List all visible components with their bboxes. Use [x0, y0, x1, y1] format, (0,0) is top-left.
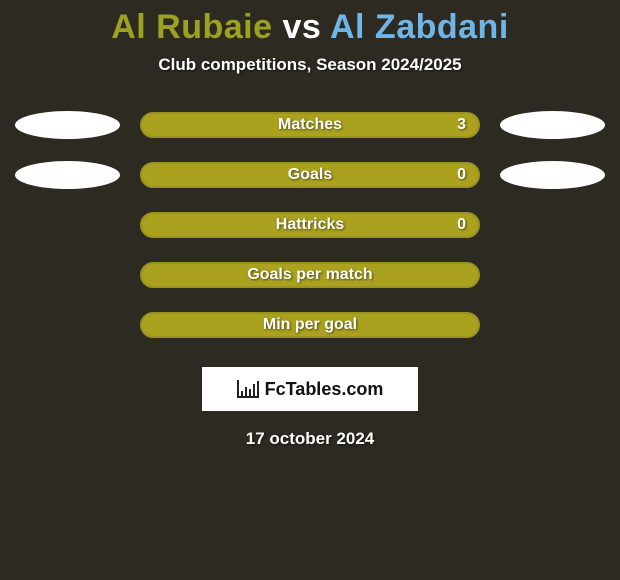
stat-row: Hattricks 0	[0, 211, 620, 239]
subtitle: Club competitions, Season 2024/2025	[0, 55, 620, 75]
stat-row: Min per goal	[0, 311, 620, 339]
ellipse-spacer	[500, 311, 605, 339]
page-title: Al Rubaie vs Al Zabdani	[0, 0, 620, 47]
stat-bar: Matches 3	[140, 112, 480, 138]
left-ellipse	[15, 111, 120, 139]
right-ellipse	[500, 161, 605, 189]
stat-row: Goals per match	[0, 261, 620, 289]
stat-label: Min per goal	[263, 316, 357, 334]
stat-row: Matches 3	[0, 111, 620, 139]
title-right: Al Zabdani	[330, 8, 509, 46]
branding-text: FcTables.com	[265, 379, 384, 400]
ellipse-spacer	[500, 261, 605, 289]
branding-box: FcTables.com	[202, 367, 418, 411]
stat-value: 0	[457, 166, 466, 184]
ellipse-spacer	[15, 311, 120, 339]
stat-label: Hattricks	[276, 216, 344, 234]
left-ellipse	[15, 161, 120, 189]
ellipse-spacer	[15, 211, 120, 239]
title-left: Al Rubaie	[111, 8, 272, 46]
ellipse-spacer	[500, 211, 605, 239]
stat-label: Goals per match	[247, 266, 372, 284]
stat-label: Goals	[288, 166, 332, 184]
ellipse-spacer	[15, 261, 120, 289]
stat-label: Matches	[278, 116, 342, 134]
logo-chart-icon	[237, 380, 259, 398]
stat-bar: Min per goal	[140, 312, 480, 338]
stat-bar: Hattricks 0	[140, 212, 480, 238]
stat-value: 0	[457, 216, 466, 234]
stat-bar: Goals per match	[140, 262, 480, 288]
stat-row: Goals 0	[0, 161, 620, 189]
title-vs: vs	[273, 8, 330, 46]
stat-rows: Matches 3 Goals 0 Hattricks 0 Goals per match M…	[0, 111, 620, 339]
right-ellipse	[500, 111, 605, 139]
footer-date: 17 october 2024	[0, 429, 620, 449]
stat-bar: Goals 0	[140, 162, 480, 188]
stat-value: 3	[457, 116, 466, 134]
